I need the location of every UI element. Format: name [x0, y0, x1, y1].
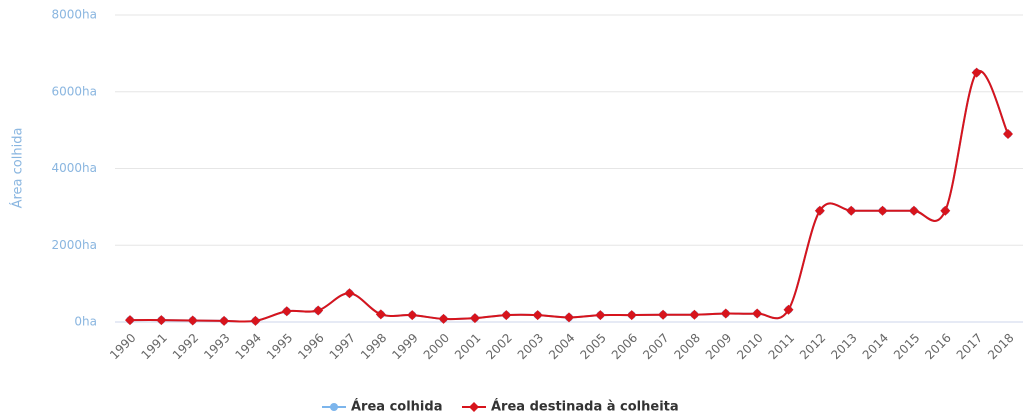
- x-tick-label: 1992: [170, 331, 201, 362]
- x-tick-label: 1994: [233, 331, 264, 362]
- point: [438, 313, 449, 324]
- x-tick-label: 2002: [483, 331, 514, 362]
- x-tick-label: 2008: [672, 331, 703, 362]
- point: [752, 308, 763, 319]
- point: [375, 309, 386, 320]
- legend-marker: [469, 402, 479, 412]
- y-tick-label: 2000ha: [52, 238, 98, 252]
- x-tick-label: 1999: [389, 331, 420, 362]
- y-tick-label: 6000ha: [52, 84, 98, 98]
- legend-label: Área destinada à colheita: [491, 399, 679, 415]
- y-tick-label: 8000ha: [52, 8, 98, 22]
- series-line: [129, 69, 1009, 323]
- x-tick-label: 2016: [922, 331, 953, 362]
- point: [187, 315, 198, 326]
- point: [595, 310, 606, 321]
- x-tick-label: 2012: [797, 331, 828, 362]
- x-tick-label: 2015: [891, 331, 922, 362]
- point: [501, 310, 512, 321]
- x-tick-label: 1990: [107, 331, 138, 362]
- x-tick-label: 1991: [138, 331, 169, 362]
- point: [219, 315, 230, 326]
- point: [689, 309, 700, 320]
- point: [940, 205, 951, 216]
- x-tick-label: 2009: [703, 331, 734, 362]
- x-tick-label: 2003: [515, 331, 546, 362]
- point: [877, 205, 888, 216]
- point: [250, 315, 261, 326]
- x-tick-label: 2010: [734, 331, 765, 362]
- x-tick-label: 2005: [577, 331, 608, 362]
- y-tick-label: 0ha: [74, 315, 97, 329]
- legend-label: Área colhida: [351, 399, 442, 415]
- point: [971, 67, 982, 78]
- point: [532, 310, 543, 321]
- point: [313, 305, 324, 316]
- point: [720, 308, 731, 319]
- series-line: [129, 69, 1009, 323]
- x-tick-label: 1993: [201, 331, 232, 362]
- point: [658, 309, 669, 320]
- x-tick-label: 2006: [609, 331, 640, 362]
- x-tick-label: 1998: [358, 331, 389, 362]
- point: [344, 288, 355, 299]
- point: [908, 205, 919, 216]
- legend-marker: [330, 403, 338, 411]
- point: [281, 306, 292, 317]
- x-tick-label: 2014: [860, 331, 891, 362]
- point: [125, 315, 135, 326]
- point: [1003, 128, 1013, 139]
- x-tick-label: 2001: [452, 331, 483, 362]
- x-tick-label: 2011: [766, 331, 797, 362]
- x-tick-label: 2007: [640, 331, 671, 362]
- point: [626, 310, 637, 321]
- point: [407, 310, 418, 321]
- x-tick-label: 2013: [828, 331, 859, 362]
- point: [156, 315, 167, 326]
- x-tick-label: 1997: [327, 331, 358, 362]
- y-tick-label: 4000ha: [52, 161, 98, 175]
- point: [783, 304, 794, 315]
- point: [846, 205, 857, 216]
- y-axis-title: Área colhida: [10, 128, 26, 209]
- x-tick-label: 2017: [954, 331, 985, 362]
- x-tick-label: 1996: [295, 331, 326, 362]
- point: [814, 205, 825, 216]
- x-tick-label: 2000: [421, 331, 452, 362]
- point: [469, 313, 480, 324]
- x-tick-label: 1995: [264, 331, 295, 362]
- point: [564, 312, 574, 323]
- x-tick-label: 2004: [546, 331, 577, 362]
- x-tick-label: 2018: [985, 331, 1016, 362]
